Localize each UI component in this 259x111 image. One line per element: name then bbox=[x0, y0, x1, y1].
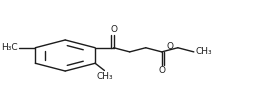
Text: CH₃: CH₃ bbox=[96, 72, 113, 81]
Text: O: O bbox=[110, 25, 117, 34]
Text: O: O bbox=[158, 66, 165, 75]
Text: CH₃: CH₃ bbox=[195, 47, 212, 56]
Text: H₃C: H₃C bbox=[1, 43, 18, 52]
Text: O: O bbox=[166, 42, 173, 51]
